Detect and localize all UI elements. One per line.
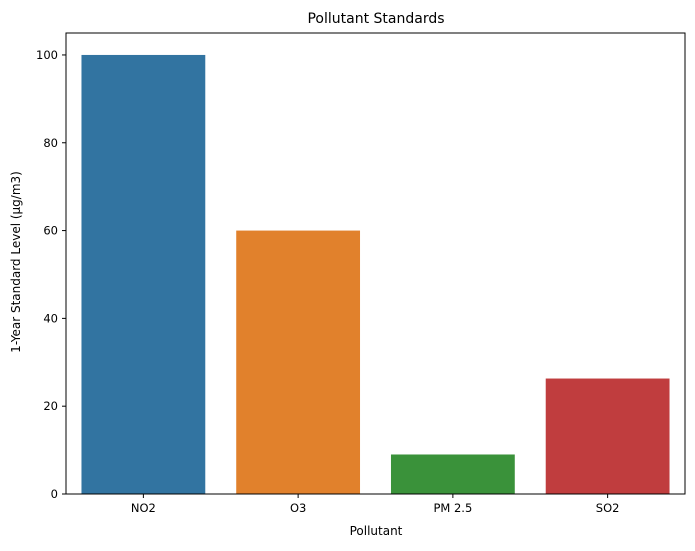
bar-o3 [236,230,361,495]
y-tick-label: 20 [43,399,58,413]
y-tick-label: 60 [43,224,58,238]
plot-frame [65,32,686,495]
bar-no2 [81,54,206,494]
x-axis: NO2 O3 PM 2.5 SO2 [131,494,620,515]
y-tick-label: 80 [43,136,58,150]
y-tick-label: 0 [51,487,58,501]
x-axis-label: Pollutant [350,524,403,538]
bar-pm-2-5 [390,454,515,494]
bars-layer [81,54,670,495]
y-axis: 0 20 40 60 80 100 [36,48,66,501]
y-tick-label: 100 [36,48,58,62]
x-tick-label: NO2 [131,501,156,515]
y-axis-label: 1-Year Standard Level (µg/m3) [9,171,23,353]
x-tick-label: PM 2.5 [433,501,472,515]
x-tick-label: O3 [290,501,306,515]
y-tick-label: 40 [43,311,58,325]
chart-title: Pollutant Standards [307,11,444,27]
bar-so2 [545,378,670,494]
x-tick-label: SO2 [596,501,620,515]
